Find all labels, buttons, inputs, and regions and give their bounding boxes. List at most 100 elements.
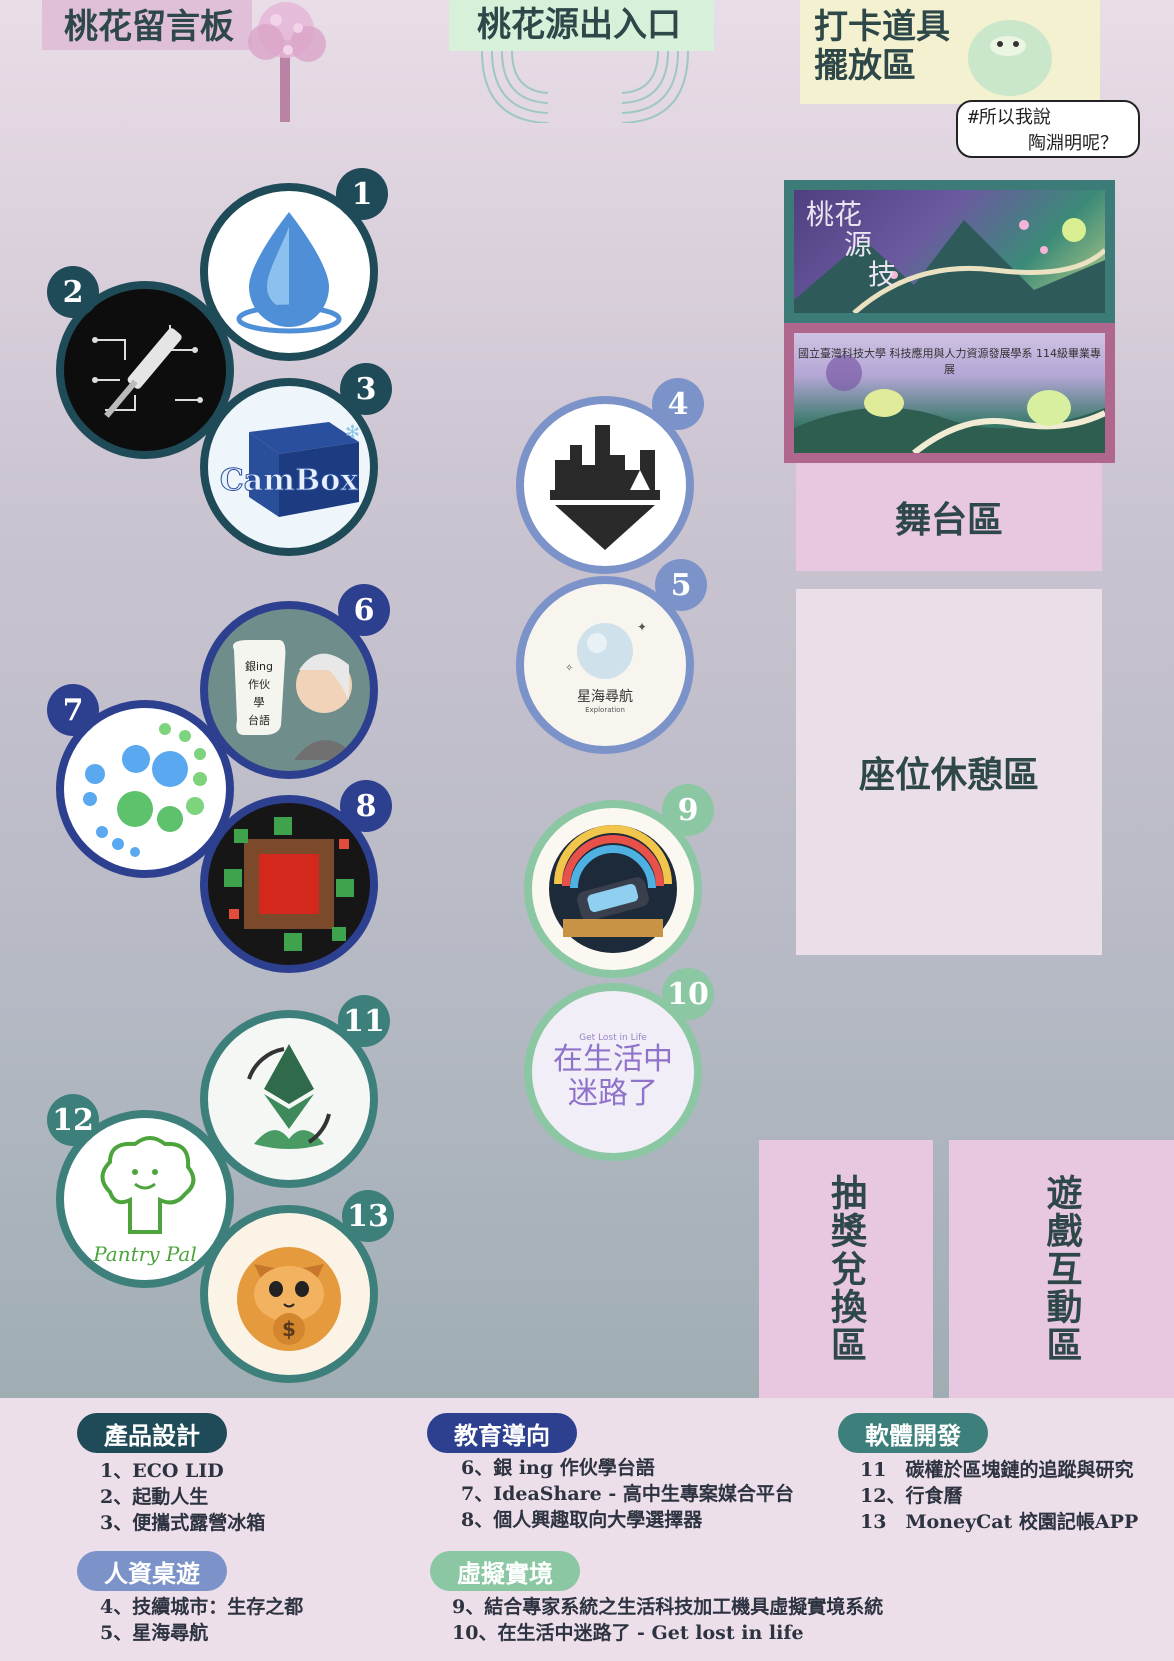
project-7-number: 7 xyxy=(47,684,99,736)
project-10-number: 10 xyxy=(662,968,714,1020)
project-4-booth[interactable] xyxy=(516,396,694,574)
stage-label: 舞台區 xyxy=(894,499,1003,541)
dots-icon xyxy=(83,723,207,857)
prize-area: 抽獎兌換區 xyxy=(759,1140,933,1398)
svg-text:$: $ xyxy=(282,1317,296,1341)
list-item: 4、技續城市：生存之都 xyxy=(100,1596,304,1618)
list-item: 8、個人興趣取向大學選擇器 xyxy=(461,1509,703,1531)
category-product-pill: 產品設計 xyxy=(77,1413,227,1453)
entrance-text: 桃花源出入口 xyxy=(477,5,681,45)
tree-pantry-icon xyxy=(100,1136,196,1234)
banner-title-1: 桃花 xyxy=(806,198,863,231)
project-2-num: 2 xyxy=(62,274,84,310)
speech-line2: 陶淵明呢？ xyxy=(1028,133,1118,154)
message-board-text: 桃花留言板 xyxy=(64,7,234,47)
water-drop-icon xyxy=(236,212,342,334)
cat-coin-icon: $ xyxy=(237,1247,341,1351)
category-education-pill: 教育導向 xyxy=(427,1413,577,1453)
project-9-number: 9 xyxy=(662,784,714,836)
svg-text:✦: ✦ xyxy=(637,620,645,634)
list-item: 10、在生活中迷路了 - Get lost in life xyxy=(452,1622,804,1644)
cambox-logo-text: CamBox xyxy=(220,463,359,498)
props-line1: 打卡道具 xyxy=(814,7,950,47)
category-hr-game-list: 4、技續城市：生存之都 5、星海尋航 xyxy=(100,1594,303,1646)
props-area-label: 打卡道具 擺放區 xyxy=(800,0,1100,104)
project-13-booth[interactable]: $ xyxy=(200,1205,378,1383)
pixel-frame-icon xyxy=(224,817,354,951)
category-virtual-pill: 虛擬實境 xyxy=(430,1551,580,1591)
project-6-num: 6 xyxy=(353,592,375,628)
project-7-booth[interactable] xyxy=(56,700,234,878)
legend-panel: 產品設計 1、ECO LID 2、起動人生 3、便攜式露營冰箱 教育導向 6、銀… xyxy=(0,1398,1174,1661)
stage-area: 舞台區 xyxy=(796,463,1102,571)
project-4-number: 4 xyxy=(652,378,704,430)
entrance-label: 桃花源出入口 xyxy=(449,0,714,51)
prize-label: 抽獎兌換區 xyxy=(825,1174,867,1364)
lost-logo-sub: Get Lost in Life xyxy=(579,1033,647,1043)
category-virtual-label: 虛擬實境 xyxy=(457,1558,553,1588)
project-2-booth[interactable] xyxy=(56,281,234,459)
banner-title-3: 技 xyxy=(868,258,897,291)
speech-line1: #所以我說 xyxy=(968,107,1051,128)
project-2-number: 2 xyxy=(47,266,99,318)
banner-subtitle: 國立臺灣科技大學 科技應用與人力資源發展學系 114級畢業專展 xyxy=(798,347,1101,376)
project-11-number: 11 xyxy=(338,995,390,1047)
project-1-booth[interactable] xyxy=(200,183,378,361)
category-product-label: 產品設計 xyxy=(104,1420,200,1450)
project-9-num: 9 xyxy=(677,792,699,828)
arch-lines-icon xyxy=(481,51,689,123)
list-item: 11 碳權於區塊鏈的追蹤與研究 xyxy=(860,1459,1134,1481)
category-virtual-list: 9、結合專家系統之生活科技加工機具虛擬實境系統 10、在生活中迷路了 - Get… xyxy=(452,1594,883,1646)
project-7-num: 7 xyxy=(62,692,84,728)
banner-title: 桃花 源 技 xyxy=(806,200,896,290)
seating-label: 座位休憩區 xyxy=(858,754,1039,796)
project-8-booth[interactable] xyxy=(200,795,378,973)
category-software-label: 軟體開發 xyxy=(865,1420,961,1450)
lost-logo-text: 在生活中迷路了 xyxy=(553,1042,673,1111)
project-11-booth[interactable] xyxy=(200,1010,378,1188)
category-education-list: 6、銀 ing 作伙學台語 7、IdeaShare - 高中生專案媒合平台 8、… xyxy=(461,1455,794,1533)
category-hr-game-label: 人資桌遊 xyxy=(104,1558,200,1588)
message-board-label: 桃花留言板 xyxy=(42,0,252,50)
list-item: 12、行食曆 xyxy=(860,1485,963,1507)
svg-text:台語: 台語 xyxy=(248,713,270,727)
project-8-number: 8 xyxy=(340,780,392,832)
exhibition-banner-top: 桃花 源 技 xyxy=(784,180,1115,323)
circuit-screwdriver-icon xyxy=(92,325,203,418)
xinghai-logo-sub: Exploration xyxy=(585,706,625,714)
list-item: 6、銀 ing 作伙學台語 xyxy=(461,1457,655,1479)
list-item: 9、結合專家系統之生活科技加工機具虛擬實境系統 xyxy=(452,1596,884,1618)
banner-title-2: 源 xyxy=(844,228,873,261)
project-3-num: 3 xyxy=(355,371,377,407)
project-10-num: 10 xyxy=(667,976,709,1012)
category-education-label: 教育導向 xyxy=(454,1420,550,1450)
svg-text:銀ing: 銀ing xyxy=(245,659,273,673)
project-5-num: 5 xyxy=(670,567,692,603)
vr-headset-icon xyxy=(549,825,677,953)
speech-bubble: #所以我說 陶淵明呢？ xyxy=(956,100,1140,158)
project-11-num: 11 xyxy=(343,1003,385,1039)
category-software-pill: 軟體開發 xyxy=(838,1413,988,1453)
list-item: 3、便攜式露營冰箱 xyxy=(100,1512,266,1534)
category-software-list: 11 碳權於區塊鏈的追蹤與研究 12、行食曆 13 MoneyCat 校園記帳A… xyxy=(860,1457,1138,1535)
exhibition-banner-bottom: 國立臺灣科技大學 科技應用與人力資源發展學系 114級畢業專展 xyxy=(784,323,1115,463)
project-12-num: 12 xyxy=(52,1102,94,1138)
pantry-logo-text: Pantry Pal xyxy=(93,1242,197,1266)
cambox-icon: CamBox ✻ xyxy=(219,422,360,517)
project-6-booth[interactable]: 銀ing 作伙 學 台語 xyxy=(200,601,378,779)
category-hr-game-pill: 人資桌遊 xyxy=(77,1551,227,1591)
project-4-num: 4 xyxy=(667,386,689,422)
svg-text:學: 學 xyxy=(254,696,265,709)
list-item: 13 MoneyCat 校園記帳APP xyxy=(860,1511,1139,1533)
project-13-number: 13 xyxy=(342,1190,394,1242)
list-item: 2、起動人生 xyxy=(100,1486,209,1508)
project-8-num: 8 xyxy=(355,788,377,824)
project-9-booth[interactable] xyxy=(524,800,702,978)
list-item: 5、星海尋航 xyxy=(100,1622,209,1644)
project-6-number: 6 xyxy=(338,584,390,636)
banner-hills-icon xyxy=(794,355,1105,453)
project-3-number: 3 xyxy=(340,363,392,415)
banner-landscape-icon xyxy=(794,218,1105,313)
category-product-list: 1、ECO LID 2、起動人生 3、便攜式露營冰箱 xyxy=(100,1458,265,1536)
props-line2: 擺放區 xyxy=(814,46,916,87)
